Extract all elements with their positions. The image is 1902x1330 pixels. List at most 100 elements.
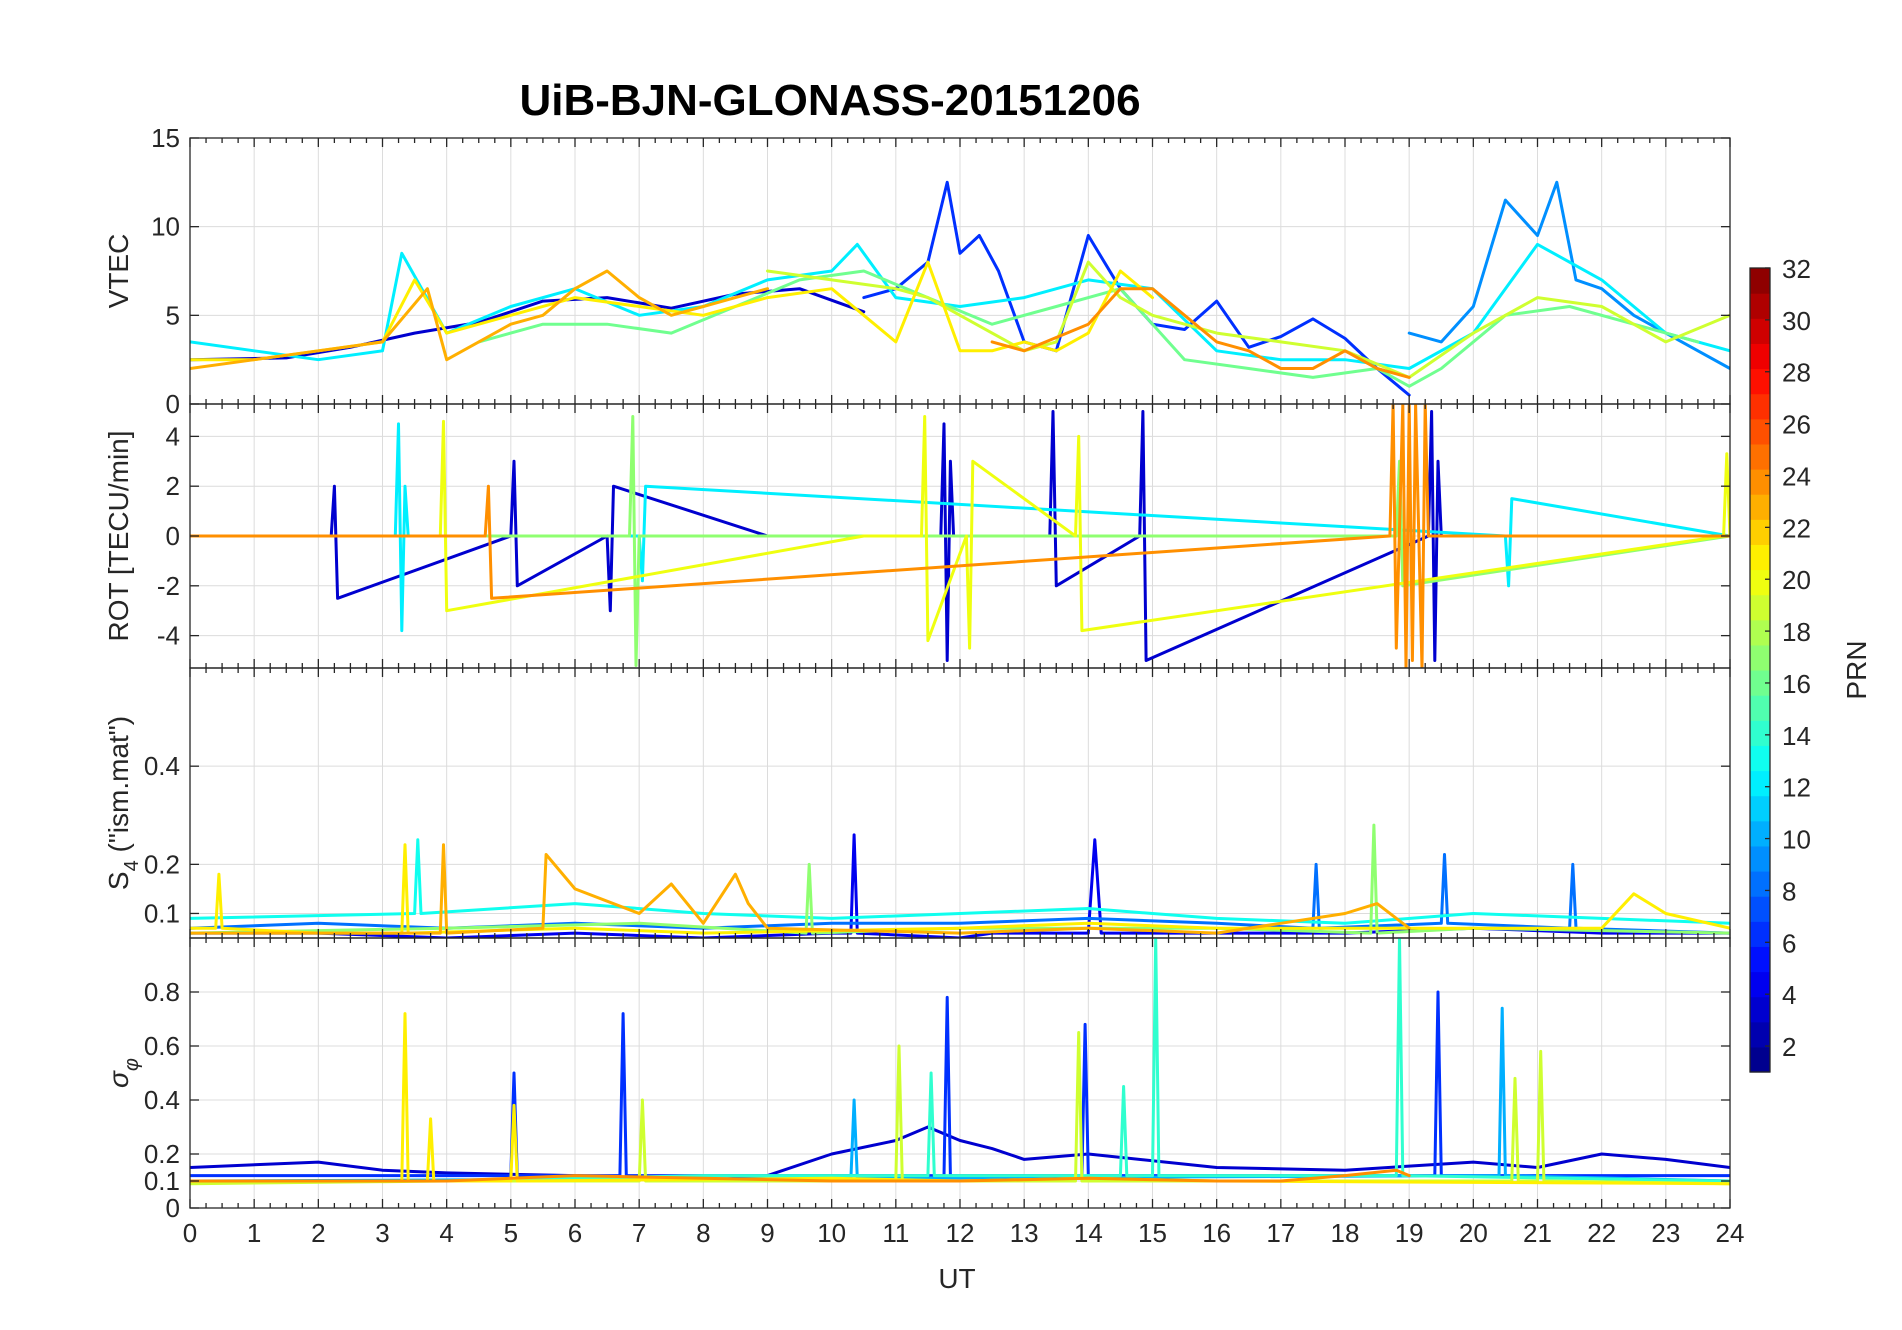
x-tick-label: 21 bbox=[1523, 1218, 1552, 1248]
colorbar-swatch bbox=[1750, 946, 1770, 973]
colorbar-frame bbox=[1749, 267, 1771, 1073]
colorbar-swatch bbox=[1750, 795, 1770, 822]
x-tick-label: 2 bbox=[311, 1218, 325, 1248]
series-prn-23 bbox=[190, 843, 1411, 935]
y-axis-label: VTEC bbox=[103, 234, 134, 309]
colorbar-tick-label: 22 bbox=[1782, 513, 1811, 543]
series-prn-21 bbox=[190, 843, 1730, 935]
x-tick-label: 15 bbox=[1138, 1218, 1167, 1248]
y-tick-label: 0.2 bbox=[144, 1139, 180, 1169]
x-tick-label: 20 bbox=[1459, 1218, 1488, 1248]
y-tick-label: 0.2 bbox=[144, 849, 180, 879]
x-tick-label: 8 bbox=[696, 1218, 710, 1248]
series-prn-3 bbox=[190, 410, 1730, 662]
colorbar-swatch bbox=[1750, 695, 1770, 721]
y-tick-label: -2 bbox=[157, 571, 180, 601]
vtec-panel: 0 5 10 15 VTEC bbox=[103, 123, 1731, 419]
y-tick-label: 0.1 bbox=[144, 898, 180, 928]
y-tick-label: 0 bbox=[166, 389, 180, 419]
series-prn-24 bbox=[990, 287, 1411, 379]
colorbar-swatch bbox=[1750, 368, 1770, 395]
series-prn-19 bbox=[190, 1031, 1730, 1186]
colorbar-tick-label: 32 bbox=[1782, 254, 1811, 284]
colorbar-tick-label: 24 bbox=[1782, 461, 1811, 491]
colorbar-swatch bbox=[1750, 1046, 1770, 1073]
y-tick-label: 0.8 bbox=[144, 977, 180, 1007]
x-tick-label: 22 bbox=[1587, 1218, 1616, 1248]
y-tick-label: 0.4 bbox=[144, 751, 180, 781]
x-tick-label: 10 bbox=[817, 1218, 846, 1248]
colorbar-swatch bbox=[1750, 896, 1770, 922]
y-tick-label: 10 bbox=[151, 212, 180, 242]
x-tick-label: 19 bbox=[1395, 1218, 1424, 1248]
colorbar-swatch bbox=[1750, 845, 1770, 872]
y-axis-label: ROT [TECU/min] bbox=[103, 430, 134, 641]
colorbar-swatch bbox=[1750, 971, 1770, 998]
series-prn-20 bbox=[190, 415, 1730, 650]
series-prn-21 bbox=[190, 260, 1154, 362]
colorbar-swatch bbox=[1750, 745, 1770, 772]
colorbar-swatch bbox=[1750, 619, 1770, 646]
colorbar-tick-label: 10 bbox=[1782, 825, 1811, 855]
colorbar-swatch bbox=[1750, 443, 1770, 470]
colorbar-swatch bbox=[1750, 594, 1770, 621]
colorbar-swatch bbox=[1750, 268, 1770, 294]
x-tick-label: 12 bbox=[946, 1218, 975, 1248]
y-tick-label: 0 bbox=[166, 521, 180, 551]
x-tick-label: 4 bbox=[439, 1218, 453, 1248]
colorbar-tick-label: 16 bbox=[1782, 669, 1811, 699]
series-group bbox=[190, 938, 1730, 1186]
y-tick-label: 0.6 bbox=[144, 1031, 180, 1061]
series-prn-3 bbox=[190, 1125, 1730, 1183]
colorbar-swatch bbox=[1750, 318, 1770, 344]
series-prn-12 bbox=[190, 242, 1730, 370]
rot-panel: -4 -2 0 2 4 ROT [TECU/min] bbox=[103, 403, 1731, 669]
series-group bbox=[190, 404, 1730, 668]
series-group bbox=[190, 180, 1730, 397]
x-tick-label: 9 bbox=[760, 1218, 774, 1248]
colorbar-swatch bbox=[1750, 770, 1770, 797]
colorbar-tick-label: 20 bbox=[1782, 565, 1811, 595]
colorbar-swatch bbox=[1750, 494, 1770, 520]
colorbar-swatch bbox=[1750, 921, 1770, 947]
colorbar-swatch bbox=[1750, 519, 1770, 545]
x-tick-label: 18 bbox=[1331, 1218, 1360, 1248]
colorbar-tick-label: 28 bbox=[1782, 358, 1811, 388]
series-prn-24 bbox=[190, 404, 1730, 668]
y-tick-label: 0.1 bbox=[144, 1166, 180, 1196]
colorbar-tick-label: 8 bbox=[1782, 876, 1796, 906]
y-tick-label: 4 bbox=[166, 421, 180, 451]
colorbar-swatch bbox=[1750, 1021, 1770, 1048]
series-prn-6 bbox=[862, 180, 1411, 397]
x-tick-label: 13 bbox=[1010, 1218, 1039, 1248]
colorbar-swatch bbox=[1750, 544, 1770, 571]
colorbar-swatch bbox=[1750, 343, 1770, 370]
colorbar-label: PRN bbox=[1841, 640, 1872, 699]
x-tick-label: 16 bbox=[1202, 1218, 1231, 1248]
colorbar-tick-label: 4 bbox=[1782, 980, 1796, 1010]
y-tick-label: 0.4 bbox=[144, 1085, 180, 1115]
colorbar-swatch bbox=[1750, 293, 1770, 319]
series-prn-24 bbox=[190, 1168, 1411, 1183]
series-prn-19 bbox=[766, 260, 1730, 379]
x-axis-label: UT bbox=[938, 1263, 975, 1294]
x-tick-label: 24 bbox=[1716, 1218, 1745, 1248]
colorbar-swatch bbox=[1750, 418, 1770, 445]
colorbar-tick-label: 30 bbox=[1782, 306, 1811, 336]
colorbar-swatch bbox=[1750, 644, 1770, 671]
x-tick-label: 6 bbox=[568, 1218, 582, 1248]
x-tick-label: 11 bbox=[882, 1218, 909, 1248]
colorbar-tick-label: 6 bbox=[1782, 928, 1796, 958]
y-tick-label: 2 bbox=[166, 471, 180, 501]
series-prn-17 bbox=[190, 415, 1730, 667]
colorbar-swatch bbox=[1750, 469, 1770, 495]
y-tick-label: -4 bbox=[157, 621, 180, 651]
series-prn-23 bbox=[190, 269, 769, 370]
y-tick-label: 15 bbox=[151, 123, 180, 153]
colorbar-swatch bbox=[1750, 820, 1770, 847]
x-tick-label: 14 bbox=[1074, 1218, 1103, 1248]
series-prn-13 bbox=[190, 838, 1730, 925]
x-tick-label: 17 bbox=[1266, 1218, 1295, 1248]
